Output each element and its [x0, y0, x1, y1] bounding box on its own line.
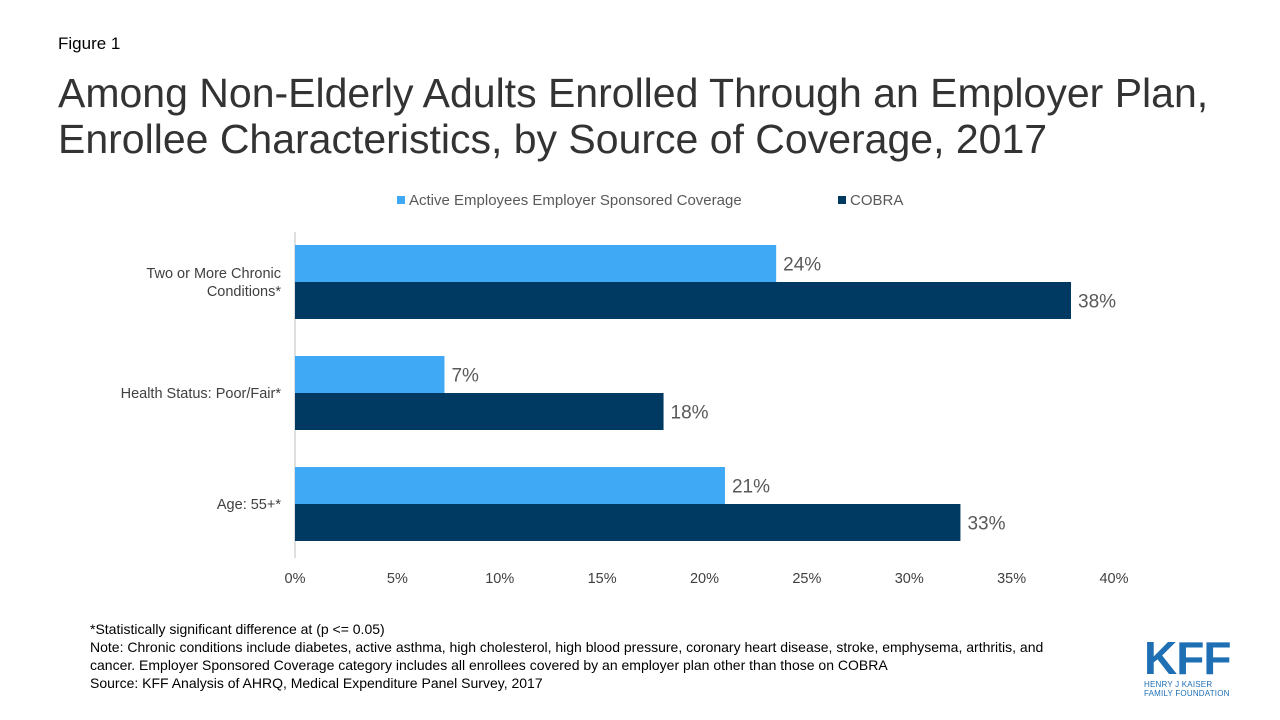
kff-logo: KFF HENRY J KAISER FAMILY FOUNDATION [1144, 632, 1236, 698]
legend-item-cobra: COBRA [838, 192, 903, 209]
data-label-active-2: 21% [732, 477, 770, 498]
x-tick-label-3: 15% [588, 571, 617, 587]
chart-title: Among Non-Elderly Adults Enrolled Throug… [58, 70, 1209, 162]
significance-note: *Statistically significant difference at… [90, 621, 385, 637]
legend: Active Employees Employer Sponsored Cove… [0, 192, 1280, 212]
figure-label: Figure 1 [58, 34, 121, 53]
legend-swatch-active [397, 196, 405, 204]
x-tick-label-1: 5% [387, 571, 408, 587]
chronic-conditions-note: Note: Chronic conditions include diabete… [90, 639, 1044, 673]
category-label-0-line-1: Conditions* [207, 284, 282, 300]
bar-active-0 [295, 245, 777, 282]
data-label-active-0: 24% [783, 255, 821, 276]
x-tick-label-0: 0% [285, 571, 306, 587]
legend-label-cobra: COBRA [850, 192, 904, 209]
legend-item-active: Active Employees Employer Sponsored Cove… [397, 192, 742, 209]
category-label-0-line-0: Two or More Chronic [146, 266, 281, 282]
data-label-cobra-1: 18% [671, 403, 709, 424]
footnotes: *Statistically significant difference at… [90, 620, 1050, 692]
bar-cobra-2 [295, 504, 961, 541]
legend-swatch-cobra [838, 196, 846, 204]
data-label-cobra-2: 33% [967, 514, 1005, 535]
category-label-1: Health Status: Poor/Fair* [121, 386, 282, 402]
source-note: Source: KFF Analysis of AHRQ, Medical Ex… [90, 675, 543, 691]
bar-cobra-0 [295, 282, 1072, 319]
bar-active-2 [295, 467, 725, 504]
data-label-active-1: 7% [451, 366, 479, 387]
x-tick-label-7: 35% [997, 571, 1026, 587]
x-tick-label-2: 10% [485, 571, 514, 587]
x-tick-label-5: 25% [792, 571, 821, 587]
logo-line-1: HENRY J KAISER [1144, 680, 1213, 689]
x-tick-label-6: 30% [895, 571, 924, 587]
logo-mark: KFF [1144, 632, 1231, 684]
category-label-2: Age: 55+* [217, 497, 281, 513]
logo-line-2: FAMILY FOUNDATION [1144, 689, 1230, 698]
x-tick-label-8: 40% [1099, 571, 1128, 587]
bar-cobra-1 [295, 393, 664, 430]
bar-active-1 [295, 356, 445, 393]
data-label-cobra-0: 38% [1078, 292, 1116, 313]
x-tick-label-4: 20% [690, 571, 719, 587]
legend-label-active: Active Employees Employer Sponsored Cove… [409, 192, 742, 209]
